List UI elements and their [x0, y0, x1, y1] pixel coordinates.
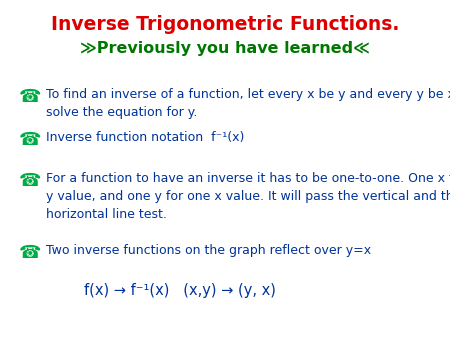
Text: Inverse Trigonometric Functions.: Inverse Trigonometric Functions. [51, 15, 399, 34]
Text: ≫Previously you have learned≪: ≫Previously you have learned≪ [80, 42, 370, 56]
Text: For a function to have an inverse it has to be one-to-one. One x for one
y value: For a function to have an inverse it has… [46, 172, 450, 221]
Text: ☎: ☎ [18, 243, 41, 262]
Text: ☎: ☎ [18, 131, 41, 149]
Text: ☎: ☎ [18, 172, 41, 190]
Text: ☎: ☎ [18, 88, 41, 106]
Text: Two inverse functions on the graph reflect over y=x: Two inverse functions on the graph refle… [46, 243, 372, 257]
Text: f(x) → f⁻¹(x)   (x,y) → (y, x): f(x) → f⁻¹(x) (x,y) → (y, x) [84, 283, 276, 298]
Text: Inverse function notation  f⁻¹(x): Inverse function notation f⁻¹(x) [46, 131, 245, 144]
Text: To find an inverse of a function, let every x be y and every y be x, then
solve : To find an inverse of a function, let ev… [46, 88, 450, 119]
